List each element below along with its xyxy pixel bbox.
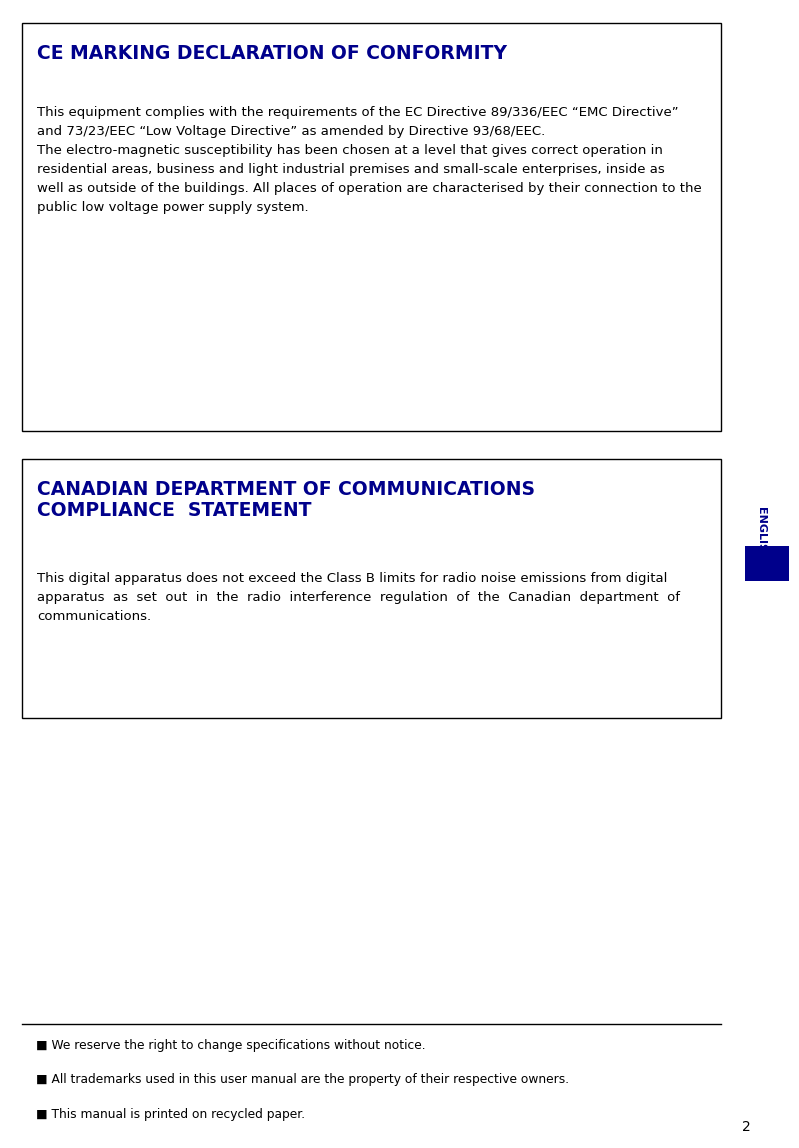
Text: CANADIAN DEPARTMENT OF COMMUNICATIONS
COMPLIANCE  STATEMENT: CANADIAN DEPARTMENT OF COMMUNICATIONS CO… bbox=[37, 480, 535, 520]
FancyBboxPatch shape bbox=[22, 23, 721, 430]
Text: ■ All trademarks used in this user manual are the property of their respective o: ■ All trademarks used in this user manua… bbox=[36, 1073, 569, 1086]
Text: ■ We reserve the right to change specifications without notice.: ■ We reserve the right to change specifi… bbox=[36, 1039, 426, 1052]
Text: ■ This manual is printed on recycled paper.: ■ This manual is printed on recycled pap… bbox=[36, 1108, 305, 1120]
Text: This equipment complies with the requirements of the EC Directive 89/336/EEC “EM: This equipment complies with the require… bbox=[37, 106, 702, 214]
Text: ENGLISH: ENGLISH bbox=[757, 506, 766, 561]
Text: This digital apparatus does not exceed the Class B limits for radio noise emissi: This digital apparatus does not exceed t… bbox=[37, 572, 680, 622]
Text: CE MARKING DECLARATION OF CONFORMITY: CE MARKING DECLARATION OF CONFORMITY bbox=[37, 44, 507, 63]
FancyBboxPatch shape bbox=[22, 459, 721, 718]
Bar bbox=[745, 546, 789, 581]
Text: 2: 2 bbox=[742, 1120, 751, 1134]
